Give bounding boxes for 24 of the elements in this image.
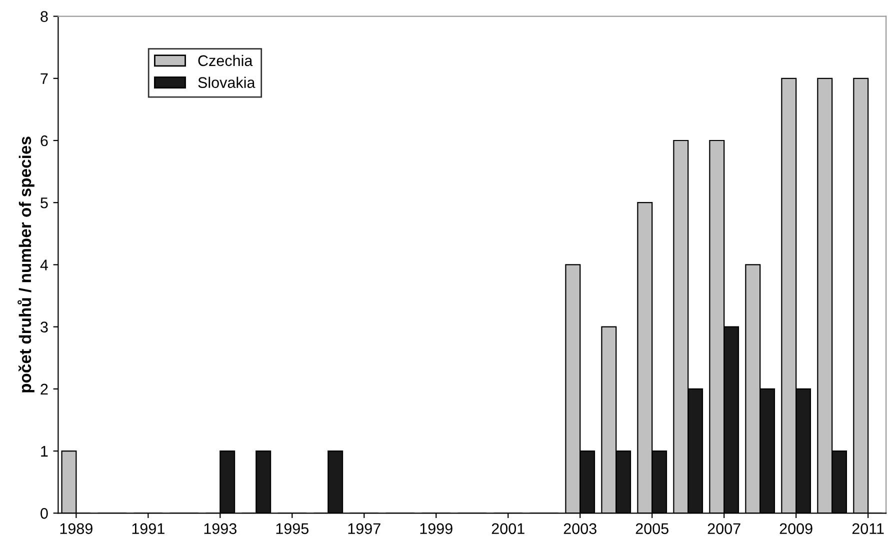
x-tick-label: 1997 [348, 523, 380, 534]
x-tick-label: 2003 [564, 523, 596, 534]
y-tick-label: 4 [40, 260, 48, 270]
y-axis-title: počet druhů / number of species [18, 136, 34, 392]
y-tick-label: 7 [40, 73, 48, 84]
legend-label: Czechia [198, 54, 253, 66]
x-tick-label: 1995 [276, 523, 308, 534]
y-tick-label: 2 [40, 384, 48, 394]
x-tick-label: 1989 [60, 523, 92, 534]
y-tick-label: 0 [40, 508, 48, 519]
y-tick-label: 1 [41, 446, 48, 457]
y-tick-label: 3 [40, 322, 48, 333]
y-tick-label: 8 [40, 11, 48, 22]
x-tick-label: 2011 [852, 523, 884, 534]
x-tick-label: 2009 [780, 523, 812, 534]
x-tick-label: 2005 [636, 523, 668, 534]
y-tick-label: 6 [40, 135, 48, 146]
x-tick-label: 1999 [420, 523, 452, 534]
x-tick-label: 2007 [708, 523, 740, 534]
legend-label: Slovakia [198, 76, 256, 88]
x-tick-label: 2001 [492, 523, 524, 534]
y-tick-label: 5 [40, 198, 48, 208]
x-tick-label: 1991 [132, 523, 164, 534]
x-tick-label: 1993 [204, 523, 236, 534]
